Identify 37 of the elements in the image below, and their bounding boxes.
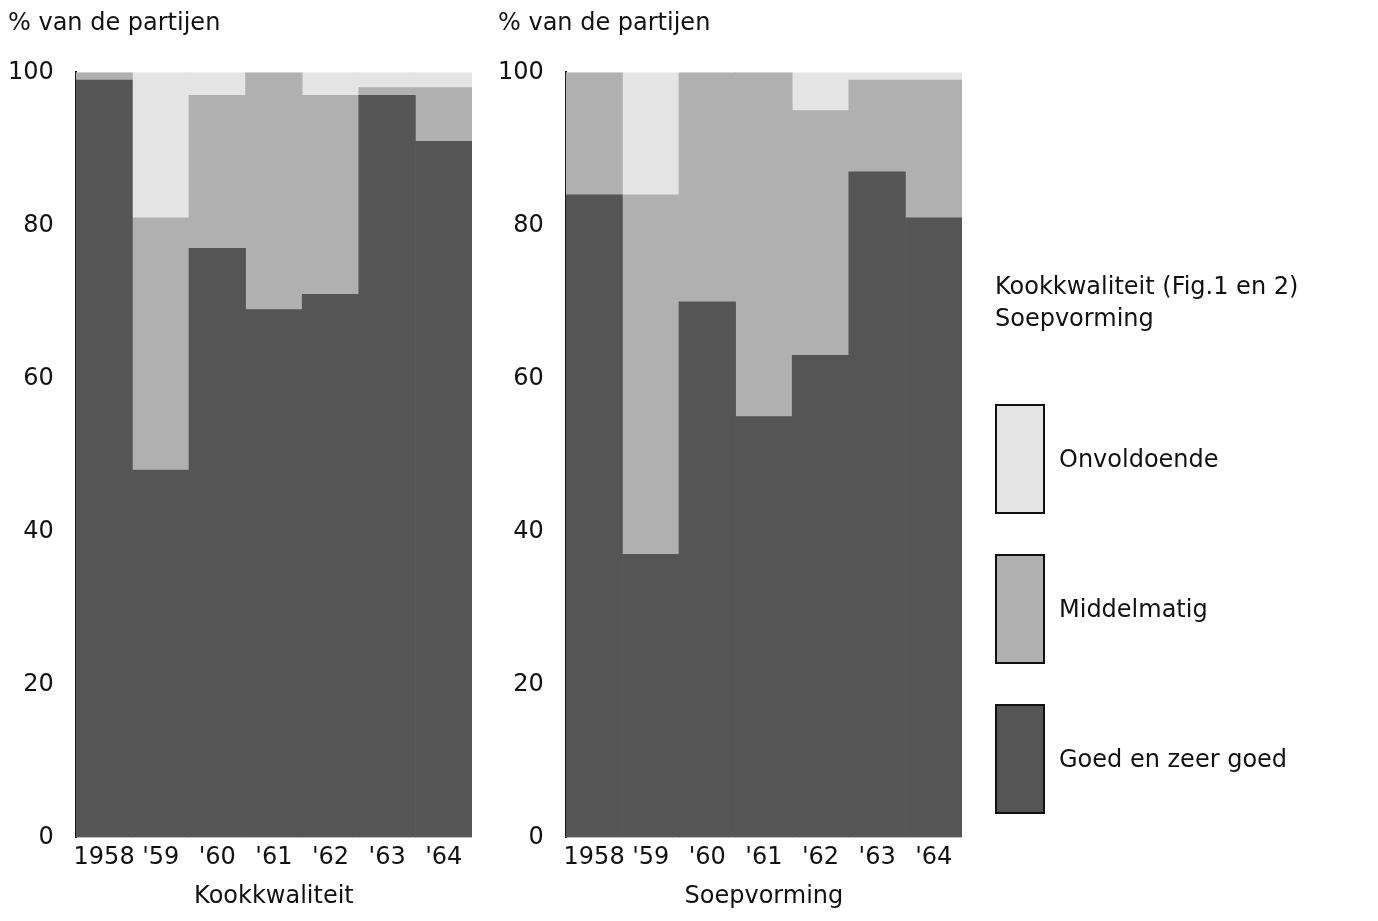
- x-tick-label: '61: [255, 842, 293, 871]
- y-tick-label: 0: [528, 821, 544, 850]
- x-axis-title: Soepvorming: [684, 880, 844, 909]
- y-tick-label: 0: [38, 821, 54, 850]
- y-axis-title: % van de partijen: [8, 8, 221, 36]
- y-tick-label: 80: [513, 209, 544, 238]
- bar: [565, 72, 623, 196]
- y-tick-label: 100: [498, 56, 544, 85]
- x-tick-label: '59: [632, 842, 670, 871]
- x-tick-label: '63: [368, 842, 406, 871]
- x-tick-label: '59: [142, 842, 180, 871]
- x-tick-label: '62: [311, 842, 350, 871]
- text: Onvoldoende: [1059, 445, 1219, 473]
- y-tick-label: 100: [8, 56, 54, 85]
- x-axis-title: Kookkwaliteit: [194, 880, 354, 909]
- x-tick-label: '60: [688, 842, 726, 871]
- y-tick-label: 60: [513, 362, 544, 391]
- x-tick-label: '64: [915, 842, 953, 871]
- y-tick-label: 60: [23, 362, 54, 391]
- y-tick-label: 20: [513, 668, 544, 697]
- x-tick-label: '64: [425, 842, 463, 871]
- y-tick-label: 40: [513, 515, 544, 544]
- x-tick-label: 1958: [73, 842, 135, 871]
- text: Goed en zeer goed: [1059, 745, 1288, 773]
- x-tick-label: '62: [801, 842, 840, 871]
- y-tick-label: 40: [23, 515, 54, 544]
- x-tick-label: '60: [198, 842, 236, 871]
- x-tick-label: '61: [745, 842, 783, 871]
- x-tick-label: '63: [858, 842, 896, 871]
- y-tick-label: 80: [23, 209, 54, 238]
- y-axis-title: % van de partijen: [498, 8, 711, 36]
- bar: [622, 72, 680, 196]
- bar: [75, 72, 133, 81]
- y-tick-label: 20: [23, 668, 54, 697]
- text: Middelmatig: [1059, 595, 1208, 623]
- legend-title: Kookkwaliteit (Fig.1 en 2) Soepvorming: [995, 271, 1300, 334]
- x-tick-label: 1958: [563, 842, 625, 871]
